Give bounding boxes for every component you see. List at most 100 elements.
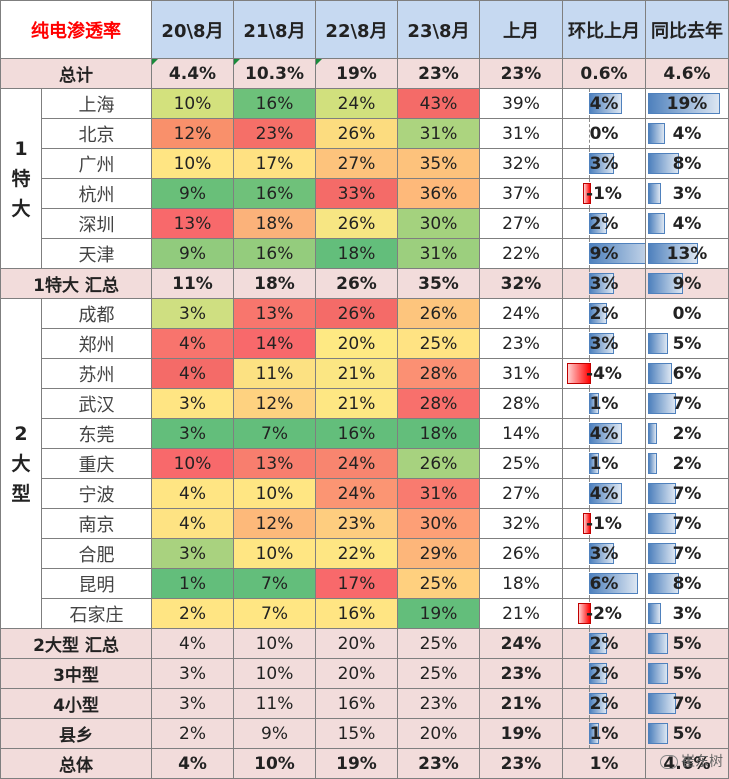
mom-bar [589, 723, 599, 744]
yoy-value: 4.6% [663, 63, 711, 84]
value-cell: 10% [233, 628, 316, 659]
mom-bar [589, 153, 614, 174]
yoy-bar [648, 123, 665, 144]
mom-value: 4% [589, 423, 619, 444]
yoy-cell: 4.6% [645, 58, 729, 89]
value-cell: 3% [151, 298, 234, 329]
mom-value: 2% [589, 213, 619, 234]
value-cell: 10% [151, 88, 234, 119]
value-cell: 2% [151, 598, 234, 629]
mom-value: -2% [586, 603, 622, 624]
yoy-cell: 4.6% [645, 748, 729, 779]
table-row: 合肥 3% 10% 22% 29% 26% 3% 7% [1, 538, 729, 569]
yoy-cell: 3% [645, 178, 729, 209]
mom-cell: 0.6% [562, 58, 646, 89]
mom-bar [589, 93, 622, 114]
last-month-cell: 27% [479, 208, 563, 239]
value-cell: 9% [151, 238, 234, 269]
value-cell: 12% [233, 388, 316, 419]
city-name: 上海 [41, 88, 152, 119]
yoy-value: 13% [666, 243, 708, 264]
table-row: 重庆 10% 13% 24% 26% 25% 1% 2% [1, 448, 729, 479]
value-cell: 12% [151, 118, 234, 149]
watermark-text: 崔东树 [681, 754, 723, 770]
wechat-icon [660, 755, 678, 769]
city-name: 广州 [41, 148, 152, 179]
mom-bar [589, 243, 645, 264]
yoy-value: 8% [672, 153, 702, 174]
mom-value: 1% [589, 393, 619, 414]
summary-row: 总体 4% 10% 19% 23% 23% 1% 4.6% [0, 748, 729, 779]
yoy-cell: 19% [645, 88, 729, 119]
value-cell: 26% [315, 268, 398, 299]
value-cell: 25% [397, 658, 480, 689]
mom-value: -1% [586, 183, 622, 204]
value-cell: 14% [233, 328, 316, 359]
yoy-value: 0% [672, 303, 702, 324]
value-cell: 21% [315, 358, 398, 389]
value-cell: 31% [397, 478, 480, 509]
value-cell: 43% [397, 88, 480, 119]
mom-cell: 2% [562, 688, 646, 719]
error-marker [316, 59, 322, 65]
last-month-cell: 31% [479, 358, 563, 389]
yoy-cell: 0% [645, 298, 729, 329]
value-cell: 16% [315, 598, 398, 629]
last-month-cell: 22% [479, 238, 563, 269]
last-month-cell: 23% [479, 658, 563, 689]
yoy-value: 9% [672, 273, 702, 294]
yoy-cell: 13% [645, 238, 729, 269]
city-name: 武汉 [41, 388, 152, 419]
value-cell: 17% [233, 148, 316, 179]
mom-bar-negative [583, 183, 591, 204]
row-label: 4小型 [0, 688, 152, 719]
table-row: 北京 12% 23% 26% 31% 31% 0% 4% [1, 118, 729, 149]
summary-row: 2大型 汇总 4% 10% 20% 25% 24% 2% 5% [0, 628, 729, 659]
value-cell: 16% [233, 178, 316, 209]
table-row: 广州 10% 17% 27% 35% 32% 3% 8% [1, 148, 729, 179]
summary-row: 1特大 汇总 11% 18% 26% 35% 32% 3% 9% [0, 268, 729, 299]
last-month-cell: 28% [479, 388, 563, 419]
yoy-bar [648, 183, 661, 204]
value-cell: 24% [315, 88, 398, 119]
mom-bar [589, 663, 607, 684]
value-cell: 26% [397, 448, 480, 479]
last-month-cell: 25% [479, 448, 563, 479]
yoy-bar [648, 633, 668, 654]
table-row: 武汉 3% 12% 21% 28% 28% 1% 7% [1, 388, 729, 419]
mom-value: -1% [586, 513, 622, 534]
yoy-cell: 9% [645, 268, 729, 299]
table-row: 东莞 3% 7% 16% 18% 14% 4% 2% [1, 418, 729, 449]
watermark: 崔东树 [660, 751, 723, 771]
mom-value: 3% [589, 543, 619, 564]
value-cell: 27% [315, 148, 398, 179]
value-cell: 3% [151, 388, 234, 419]
value-cell: 10% [233, 748, 316, 779]
yoy-cell: 7% [645, 388, 729, 419]
yoy-value: 19% [666, 93, 708, 114]
summary-row: 县乡 2% 9% 15% 20% 19% 1% 5% [0, 718, 729, 749]
mom-value: 4% [589, 483, 619, 504]
value-cell: 18% [315, 238, 398, 269]
table-row: 昆明 1% 7% 17% 25% 18% 6% 8% [1, 568, 729, 599]
value-cell: 10% [151, 448, 234, 479]
col-header-2020-aug: 20\8月 [151, 0, 234, 59]
value-cell: 26% [315, 298, 398, 329]
mom-bar [589, 573, 638, 594]
mom-value: 1% [589, 723, 619, 744]
mom-value: 2% [589, 693, 619, 714]
value-cell: 16% [233, 88, 316, 119]
value-cell: 3% [151, 658, 234, 689]
value-cell: 31% [397, 238, 480, 269]
yoy-bar [648, 243, 698, 264]
table-title: 纯电渗透率 [0, 0, 152, 59]
value-cell: 26% [315, 208, 398, 239]
value-cell: 4% [151, 508, 234, 539]
value-cell: 9% [233, 718, 316, 749]
value-cell: 13% [233, 298, 316, 329]
yoy-value: 6% [672, 363, 702, 384]
mom-value: 3% [589, 333, 619, 354]
yoy-bar [648, 723, 668, 744]
row-label: 1特大 汇总 [0, 268, 152, 299]
value-cell: 3% [151, 538, 234, 569]
